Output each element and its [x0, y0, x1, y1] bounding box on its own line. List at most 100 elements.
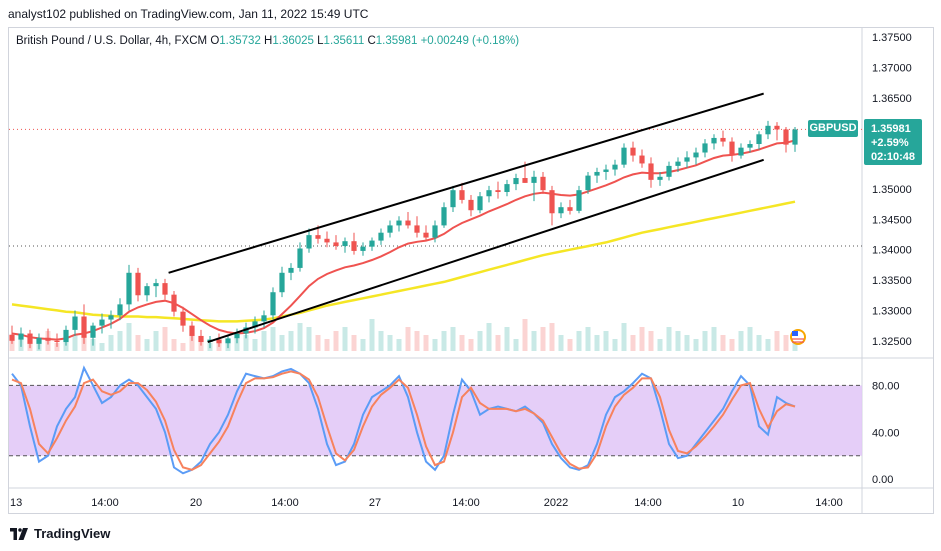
candle-body: [99, 319, 105, 326]
volume-bar: [315, 335, 321, 351]
ma-slow-line: [11, 200, 796, 323]
volume-bar: [657, 339, 663, 351]
candle-body: [612, 164, 618, 170]
volume-bar: [162, 327, 168, 351]
symbol-tag: GBPUSD: [808, 120, 858, 137]
volume-bar: [792, 339, 798, 351]
price-tick-label: 1.34500: [872, 214, 912, 226]
open-value: 1.35732: [219, 35, 261, 47]
candle-body: [333, 242, 339, 247]
volume-bar: [108, 335, 114, 351]
stoch-d-line: [11, 370, 796, 471]
volume-bar: [54, 343, 60, 351]
volume-bar: [621, 323, 627, 351]
candle-body: [117, 304, 123, 316]
instrument-name: British Pound / U.S. Dollar, 4h, FXCM: [16, 35, 208, 47]
candle-body: [558, 207, 564, 214]
candle-body: [54, 340, 60, 343]
volume-bar: [270, 327, 276, 351]
volume-bar: [666, 327, 672, 351]
volume-bar: [297, 323, 303, 351]
candle-body: [216, 339, 222, 344]
volume-bar: [504, 327, 510, 351]
candle-body: [423, 232, 429, 238]
volume-bar: [675, 331, 681, 351]
candle-body: [594, 171, 600, 176]
candle-body: [792, 129, 798, 145]
close-value: 1.35981: [375, 35, 418, 47]
volume-bar: [693, 339, 699, 351]
candle-body: [513, 178, 519, 185]
volume-bar: [738, 331, 744, 351]
time-tick-label: 13: [10, 497, 22, 509]
volume-bar: [261, 331, 267, 351]
candle-body: [405, 220, 411, 226]
volume-bar: [405, 327, 411, 351]
volume-bar: [378, 331, 384, 351]
price-tag-countdown: 02:10:48: [871, 151, 916, 163]
volume-bar: [333, 331, 339, 351]
price-tick-label: 1.33000: [872, 305, 912, 317]
volume-bar: [729, 339, 735, 351]
candle-body: [783, 129, 789, 145]
candle-body: [765, 125, 771, 135]
candle-body: [576, 190, 582, 211]
candle-body: [315, 235, 321, 239]
volume-bar: [747, 327, 753, 351]
candle-body: [81, 316, 87, 338]
volume-bar: [765, 339, 771, 351]
volume-bar: [720, 335, 726, 351]
volume-bar: [630, 335, 636, 351]
chart-frame: [8, 27, 934, 514]
candle-body: [603, 169, 609, 172]
volume-bar: [306, 327, 312, 351]
volume-bar: [126, 323, 132, 351]
price-tick-label: 1.37500: [872, 32, 912, 44]
volume-bar: [171, 339, 177, 351]
candle-body: [234, 333, 240, 339]
candle-body: [522, 178, 528, 183]
candle-body: [18, 333, 24, 340]
price-tick-label: 1.33500: [872, 275, 912, 287]
tradingview-footer[interactable]: TradingView: [10, 526, 110, 541]
price-tag-price: 1.35981: [871, 123, 911, 135]
candle-body: [531, 176, 537, 183]
candle-body: [720, 137, 726, 142]
volume-bar: [153, 331, 159, 351]
change-value: +0.00249 (+0.18%): [420, 35, 520, 47]
candle-body: [648, 163, 654, 180]
candle-body: [549, 190, 555, 214]
volume-bar: [612, 339, 618, 351]
volume-bar: [342, 327, 348, 351]
candle-body: [738, 147, 744, 156]
volume-bar: [585, 327, 591, 351]
candle-body: [180, 311, 186, 326]
volume-bar: [423, 335, 429, 351]
price-tag-change: +2.59%: [871, 137, 909, 149]
price-tag: 1.35981 +2.59% 02:10:48: [864, 119, 922, 165]
candle-body: [450, 190, 456, 208]
volume-bar: [351, 335, 357, 351]
time-tick-label: 10: [732, 497, 744, 509]
candle-body: [189, 325, 195, 336]
volume-bar: [702, 331, 708, 351]
candle-body: [153, 283, 159, 287]
candle-body: [486, 190, 492, 197]
price-tick-label: 1.34000: [872, 245, 912, 257]
volume-bar: [279, 335, 285, 351]
candle-body: [387, 225, 393, 233]
volume-bar: [459, 335, 465, 351]
volume-bar: [495, 335, 501, 351]
candle-body: [288, 267, 294, 273]
candle-body: [666, 165, 672, 177]
candle-body: [414, 225, 420, 233]
candle-body: [477, 196, 483, 211]
volume-bar: [531, 331, 537, 351]
candle-body: [270, 292, 276, 316]
candle-body: [45, 337, 51, 341]
volume-bar: [234, 339, 240, 351]
candle-body: [252, 321, 258, 328]
volume-bar: [756, 335, 762, 351]
volume-bar: [117, 331, 123, 351]
